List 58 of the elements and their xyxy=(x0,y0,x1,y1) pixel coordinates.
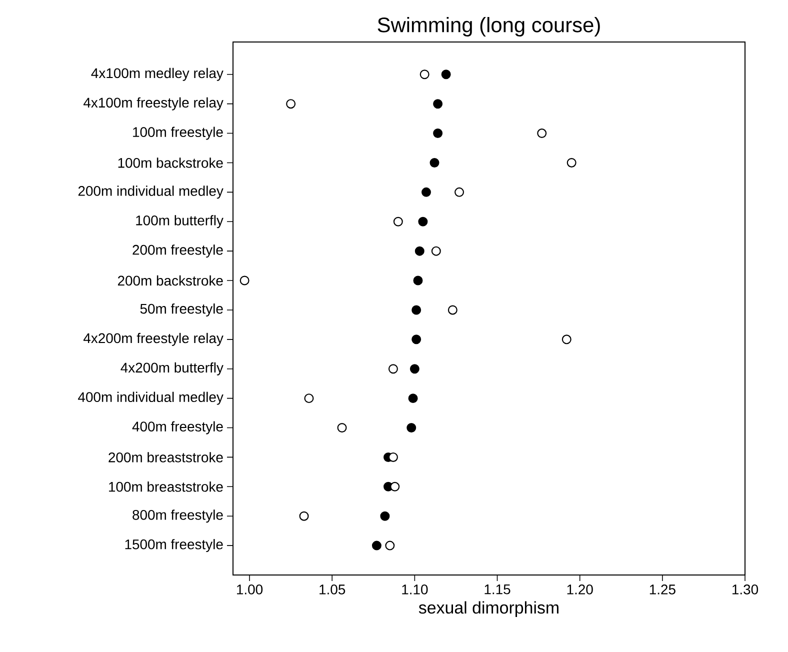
point xyxy=(413,276,423,286)
y-tick-label: 100m backstroke xyxy=(118,158,223,168)
y-tick-label: 100m breaststroke xyxy=(109,482,223,492)
x-tick-label: 1.15 xyxy=(484,584,510,594)
point xyxy=(286,99,296,109)
point xyxy=(304,394,314,404)
point xyxy=(430,158,440,168)
point xyxy=(448,305,458,315)
point xyxy=(412,305,422,315)
point xyxy=(393,216,403,226)
y-tick-label: 400m individual medley xyxy=(78,392,224,405)
y-tick-label: 100m butterfly xyxy=(136,215,224,228)
x-tick-label: 1.25 xyxy=(650,584,676,594)
point xyxy=(562,334,572,344)
point xyxy=(337,423,347,433)
y-tick-label: 200m backstroke xyxy=(118,275,223,286)
point xyxy=(431,246,441,256)
point xyxy=(420,70,430,80)
point xyxy=(240,276,250,286)
x-tick-label: 1.30 xyxy=(732,584,758,594)
point xyxy=(299,511,309,521)
y-tick-label: 100m freestyle xyxy=(133,126,223,140)
point xyxy=(372,540,382,550)
y-tick-label: 50m freestyle xyxy=(140,303,223,316)
point xyxy=(410,364,420,374)
x-tick-label: 1.00 xyxy=(237,584,263,594)
point xyxy=(385,540,395,550)
point xyxy=(441,70,451,80)
y-tick-label: 4x200m freestyle relay xyxy=(83,332,224,346)
y-tick-label: 4x200m butterfly xyxy=(120,362,224,376)
point xyxy=(421,187,431,197)
point xyxy=(433,99,443,109)
point xyxy=(537,128,547,138)
x-tick-label: 1.20 xyxy=(567,584,593,594)
x-tick-label: 1.10 xyxy=(402,584,428,594)
y-tick-label: 4x100m medley relay xyxy=(91,68,224,81)
point xyxy=(412,334,422,344)
y-tick-label: 400m freestyle xyxy=(132,421,223,434)
x-tick-label: 1.05 xyxy=(320,584,346,594)
y-tick-label: 800m freestyle xyxy=(132,510,223,523)
point xyxy=(388,452,398,462)
chart-title: Swimming (long course) xyxy=(378,16,600,36)
point xyxy=(408,394,418,404)
y-tick-label: 200m breaststroke xyxy=(108,452,223,462)
point xyxy=(566,158,576,168)
point xyxy=(406,423,416,433)
point xyxy=(414,246,424,256)
y-tick-label: 4x100m freestyle relay xyxy=(83,97,224,110)
point xyxy=(454,187,464,197)
y-tick-label: 200m freestyle xyxy=(132,244,223,258)
y-tick-label: 1500m freestyle xyxy=(125,539,223,552)
x-axis-title: sexual dimorphism xyxy=(418,601,558,618)
point xyxy=(390,482,400,492)
point xyxy=(388,364,398,374)
point xyxy=(433,128,443,138)
point xyxy=(380,511,390,521)
point xyxy=(418,216,428,226)
y-tick-label: 200m individual medley xyxy=(78,186,224,199)
